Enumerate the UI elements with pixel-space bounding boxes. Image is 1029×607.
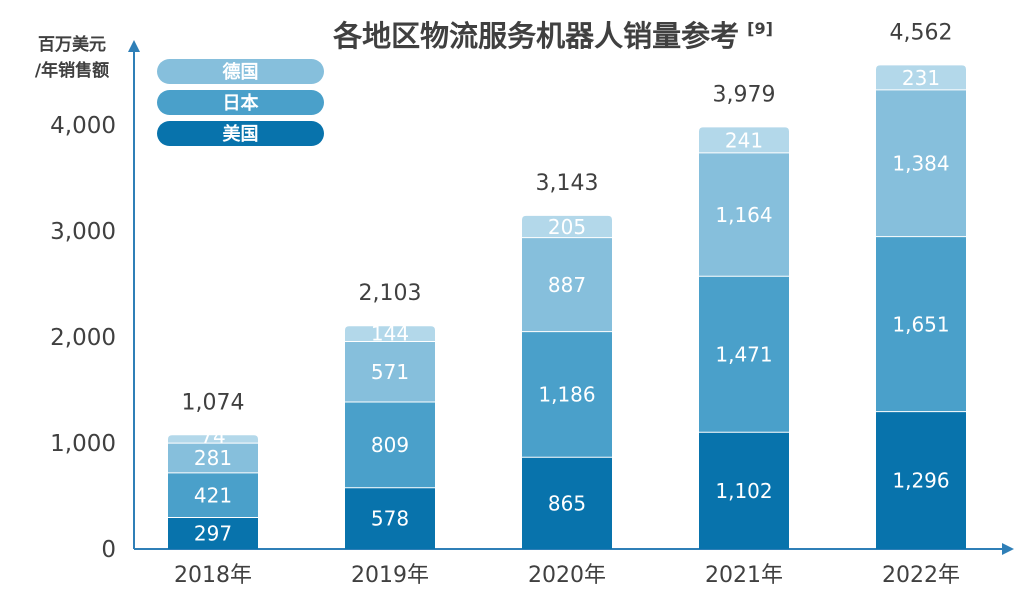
bar-stack: 1,296 1,651 1,384 231 4,562: [876, 20, 966, 549]
chart-title-note: [9]: [747, 19, 773, 38]
bar-value-label: 1,384: [892, 151, 949, 175]
y-axis-label-line2: /年销售额: [35, 60, 109, 81]
bar-segment: [345, 326, 435, 342]
x-tick-label: 2018年: [174, 563, 252, 588]
bar-segment: [345, 341, 435, 402]
y-tick-label: 1,000: [50, 431, 116, 457]
bar-value-label: 865: [548, 491, 586, 515]
legend-item: 美国: [157, 121, 324, 146]
y-tick-label: 0: [101, 537, 116, 563]
x-ticks: 2018年 2019年 2020年 2021年 2022年: [174, 563, 960, 588]
legend-item: 德国: [157, 59, 324, 84]
bar-value-label: 1,296: [892, 469, 949, 493]
bar-value-label: 1,164: [715, 203, 772, 227]
bar-value-label: 241: [725, 128, 763, 152]
bar-value-label: 421: [194, 483, 232, 507]
legend-swatch: [157, 121, 324, 146]
bar-segment: [699, 152, 789, 277]
x-tick-label: 2021年: [705, 563, 783, 588]
bar-value-label: 144: [371, 321, 409, 345]
bar-stack: 1,102 1,471 1,164 241 3,979: [699, 82, 789, 549]
bar-value-label: 1,186: [538, 383, 595, 407]
bar-value-label: 571: [371, 360, 409, 384]
bar-value-label: 1,471: [715, 342, 772, 366]
bar-value-label: 809: [371, 433, 409, 457]
legend-label: 德国: [223, 61, 259, 83]
bar-segment: [522, 215, 612, 238]
bar-segment: [168, 443, 258, 473]
bar-segment: [876, 411, 966, 549]
x-tick-label: 2019年: [351, 563, 429, 588]
bar-value-label: 1,651: [892, 312, 949, 336]
y-tick-label: 2,000: [50, 325, 116, 351]
bar-value-label: 578: [371, 507, 409, 531]
legend-swatch: [157, 59, 324, 84]
y-ticks: 0 1,000 2,000 3,000 4,000: [50, 113, 116, 563]
bar-total-label: 1,074: [182, 390, 245, 415]
bar-value-label: 887: [548, 273, 586, 297]
bar-segment: [345, 487, 435, 549]
bar-total-label: 3,143: [536, 171, 599, 196]
bar-segment: [168, 435, 258, 444]
bar-segment: [522, 237, 612, 332]
bar-value-label: 205: [548, 215, 586, 239]
legend-label: 美国: [223, 123, 259, 145]
bar-value-label: 297: [194, 521, 232, 545]
bar-segment: [876, 65, 966, 90]
legend-label: 日本: [223, 92, 259, 114]
bar-value-label: 1,102: [715, 479, 772, 503]
bar-segment: [876, 236, 966, 412]
y-tick-label: 4,000: [50, 113, 116, 139]
chart-title-main: 各地区物流服务机器人销量参考: [332, 19, 739, 53]
bar-segment: [522, 331, 612, 458]
legend-item: 日本: [157, 90, 324, 115]
y-axis-label-line1: 百万美元: [38, 34, 106, 55]
bar-total-label: 4,562: [890, 20, 953, 45]
bar-segment: [876, 89, 966, 237]
chart-title: 各地区物流服务机器人销量参考 [9]: [332, 19, 773, 53]
bar-segment: [699, 127, 789, 153]
bar-segment: [345, 401, 435, 488]
bar-segment: [522, 457, 612, 549]
y-axis-arrow: [128, 40, 140, 52]
y-tick-label: 3,000: [50, 219, 116, 245]
x-axis-arrow: [1002, 543, 1014, 555]
bar-segment: [168, 517, 258, 549]
bar-total-label: 2,103: [359, 281, 422, 306]
bar-total-label: 3,979: [713, 82, 776, 107]
bar-segment: [699, 432, 789, 549]
x-tick-label: 2020年: [528, 563, 606, 588]
bar-segment: [699, 276, 789, 433]
bar-value-label: 74: [200, 425, 225, 449]
bar-value-label: 281: [194, 446, 232, 470]
bar-stack: 578 809 571 144 2,103: [345, 281, 435, 549]
bar-segment: [168, 472, 258, 518]
legend-swatch: [157, 90, 324, 115]
x-tick-label: 2022年: [882, 563, 960, 588]
bar-value-label: 231: [902, 66, 940, 90]
bar-stack: 865 1,186 887 205 3,143: [522, 171, 612, 549]
